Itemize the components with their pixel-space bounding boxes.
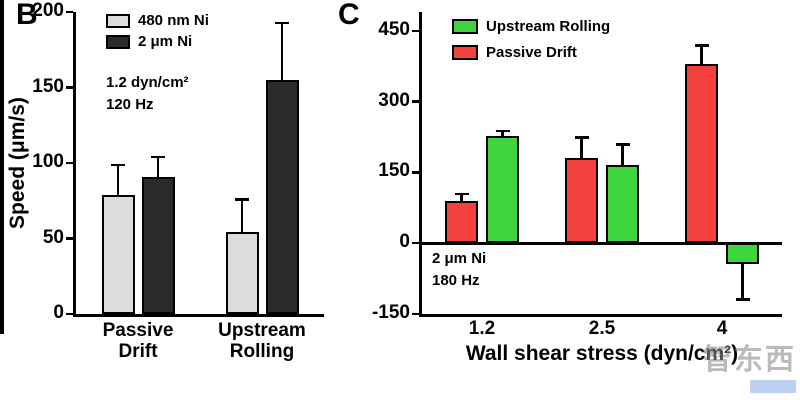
y-tick-mark xyxy=(66,86,73,89)
y-tick-mark xyxy=(66,312,73,316)
legend-swatch xyxy=(452,45,478,60)
panel-c-plot: -150 0 150 300 450 1.2 2.5 4 Upstream Rolling Pas… xyxy=(372,12,782,339)
error-bar-cap xyxy=(235,198,249,201)
error-bar-cap xyxy=(151,155,165,159)
panel-b-plot: 0 50 100 150 200 Passive Drift Upstream Rollin… xyxy=(32,0,324,362)
panel-b-label: B xyxy=(16,0,38,31)
legend-swatch xyxy=(452,19,478,34)
x-axis xyxy=(419,314,782,317)
y-tick-label: 150 xyxy=(378,160,410,182)
y-axis xyxy=(73,12,76,317)
y-tick-mark xyxy=(66,10,73,14)
error-bar-line xyxy=(156,156,160,177)
y-tick-label: 100 xyxy=(32,151,64,172)
error-bar-line xyxy=(741,264,744,300)
legend-label: Passive Drift xyxy=(486,44,577,61)
y-tick-mark xyxy=(412,241,419,245)
bar xyxy=(141,176,175,314)
y-tick-mark xyxy=(412,312,419,316)
bar xyxy=(265,79,299,314)
y-tick-label: 150 xyxy=(32,75,64,97)
panel-c-x-axis-label: Wall shear stress (dyn/cm²) xyxy=(465,342,739,365)
error-bar-cap xyxy=(615,143,630,146)
error-bar-cap xyxy=(111,163,125,166)
error-bar-cap xyxy=(694,44,709,47)
legend-label: Upstream Rolling xyxy=(486,18,611,35)
error-bar-line xyxy=(116,164,120,195)
error-bar-line xyxy=(621,144,624,166)
y-tick-label: 50 xyxy=(42,226,64,248)
y-tick-mark xyxy=(412,29,419,33)
y-tick-label: 300 xyxy=(378,89,410,111)
bar xyxy=(445,200,478,244)
legend-item: Upstream Rolling xyxy=(452,18,610,35)
x-axis xyxy=(73,314,324,317)
y-tick-mark xyxy=(412,100,419,103)
bar xyxy=(685,63,718,244)
legend-item: 2 μm Ni xyxy=(106,33,192,50)
x-category-label: Passive Drift xyxy=(102,320,174,363)
annotation: 1.2 dyn/cm² xyxy=(106,74,189,91)
error-bar-line xyxy=(580,137,583,159)
annotation: 180 Hz xyxy=(432,272,480,289)
legend-item: Passive Drift xyxy=(452,44,577,61)
y-tick-label: 0 xyxy=(53,302,64,323)
error-bar-line xyxy=(280,22,284,80)
y-axis xyxy=(419,12,422,317)
legend-label: 480 nm Ni xyxy=(138,12,209,29)
x-category-label: Upstream Rolling xyxy=(218,320,306,363)
y-tick-label: 0 xyxy=(399,231,410,253)
error-bar-cap xyxy=(495,129,510,133)
bar xyxy=(225,232,259,314)
y-tick-mark xyxy=(66,161,73,165)
bar xyxy=(101,194,135,314)
error-bar-line xyxy=(501,130,504,136)
legend-label: 2 μm Ni xyxy=(138,33,193,50)
legend-item: 480 nm Ni xyxy=(106,12,209,29)
bar xyxy=(486,135,519,244)
error-bar-cap xyxy=(735,298,750,301)
error-bar-line xyxy=(460,193,463,201)
panel-c-label: C xyxy=(338,0,360,31)
error-bar-cap xyxy=(275,21,289,25)
watermark-text: 智东西 xyxy=(702,344,796,376)
adjacent-panel-edge xyxy=(0,0,4,334)
y-tick-mark xyxy=(66,237,73,240)
x-category-label: 2.5 xyxy=(588,318,616,339)
error-bar-line xyxy=(240,199,244,233)
bar xyxy=(606,165,639,244)
legend-swatch xyxy=(106,34,130,49)
bar xyxy=(565,158,598,244)
zero-line xyxy=(422,242,782,245)
annotation: 2 μm Ni xyxy=(432,250,487,267)
watermark-badge xyxy=(750,380,796,393)
y-tick-mark xyxy=(412,171,419,174)
error-bar-line xyxy=(700,45,703,64)
watermark: 智东西 xyxy=(703,336,796,398)
annotation: 120 Hz xyxy=(106,96,154,113)
y-tick-label: -150 xyxy=(371,302,410,323)
error-bar-cap xyxy=(454,192,469,196)
error-bar-cap xyxy=(574,136,589,139)
x-category-label: 1.2 xyxy=(468,318,496,339)
y-tick-label: 450 xyxy=(378,18,410,40)
y-tick-label: 200 xyxy=(32,0,64,21)
bar xyxy=(726,243,759,265)
legend-swatch xyxy=(106,13,130,28)
x-category-label: 4 xyxy=(716,318,728,339)
